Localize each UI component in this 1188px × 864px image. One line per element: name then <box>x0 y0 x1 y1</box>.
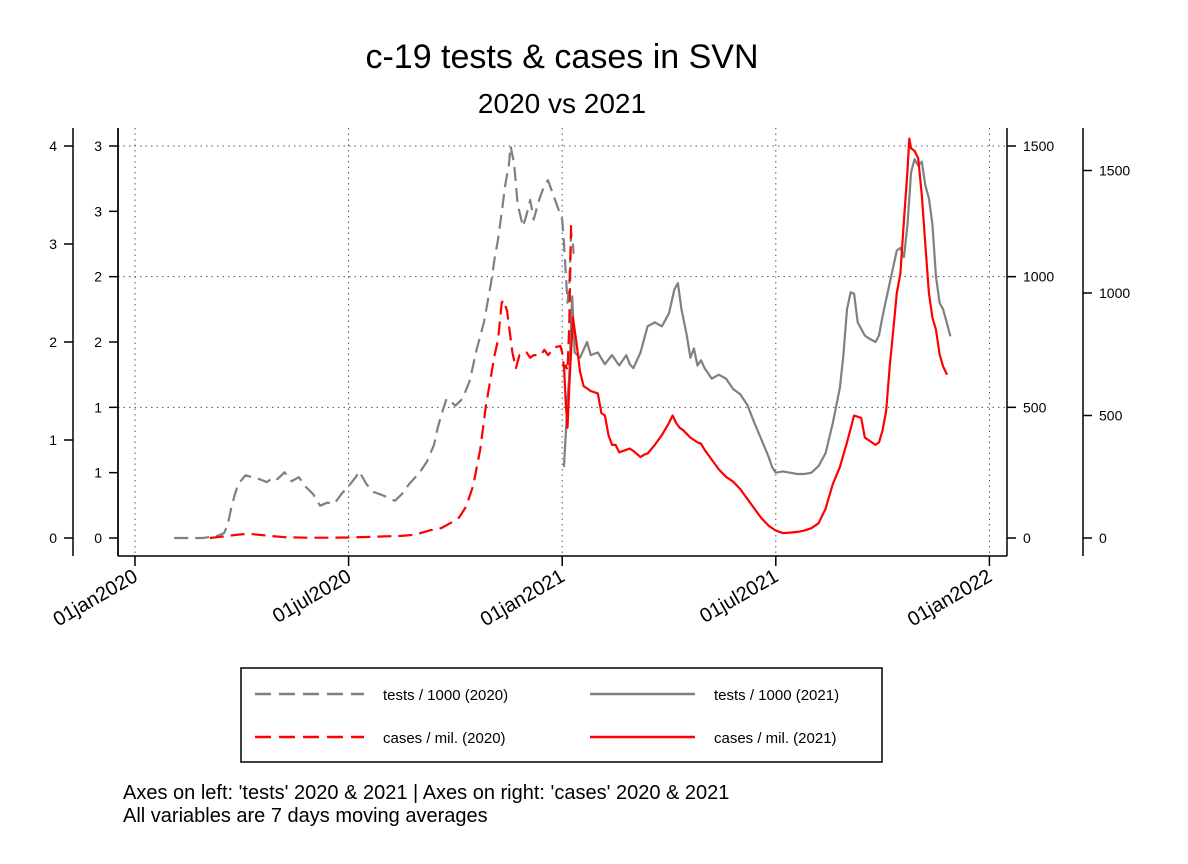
chart-title: c-19 tests & cases in SVN <box>365 38 758 76</box>
right-outer-tick-label-3: 1500 <box>1099 163 1130 179</box>
left-outer-tick-label-1: 1 <box>49 432 57 448</box>
left-outer-tick-label-0: 0 <box>49 530 57 546</box>
left-inner-tick-label-3: 2 <box>94 334 102 350</box>
note-moving-average: All variables are 7 days moving averages <box>123 805 488 827</box>
left-inner-tick-label-2: 1 <box>94 399 102 415</box>
left-outer-tick-label-4: 4 <box>49 138 57 154</box>
x-tick-label-2: 01jan2021 <box>477 565 569 631</box>
note-axes: Axes on left: 'tests' 2020 & 2021 | Axes… <box>123 782 729 804</box>
left-inner-tick-label-6: 3 <box>94 138 102 154</box>
series-line-cases-mil-2020 <box>209 223 574 540</box>
right-inner-tick-label-1: 500 <box>1023 399 1047 415</box>
right-outer-tick-label-2: 1000 <box>1099 285 1130 301</box>
left-inner-tick-label-0: 0 <box>94 530 102 546</box>
left-inner-tick-label-5: 3 <box>94 203 102 219</box>
legend-label-tests-2021: tests / 1000 (2021) <box>714 687 839 704</box>
left-outer-tick-label-3: 3 <box>49 236 57 252</box>
left-inner-tick-label-1: 1 <box>94 465 102 481</box>
right-inner-tick-label-3: 1500 <box>1023 138 1054 154</box>
legend-label-tests-2020: tests / 1000 (2020) <box>383 687 508 704</box>
legend: tests / 1000 (2020) tests / 1000 (2021) … <box>240 667 883 763</box>
x-tick-label-1: 01jul2020 <box>269 565 355 627</box>
x-tick-label-3: 01jul2021 <box>696 565 782 627</box>
x-tick-label-0: 01jan2020 <box>50 565 142 631</box>
right-inner-tick-label-2: 1000 <box>1023 269 1054 285</box>
left-inner-tick-label-4: 2 <box>94 269 102 285</box>
series-line-cases-mil-2021 <box>562 137 948 535</box>
right-inner-tick-label-0: 0 <box>1023 530 1031 546</box>
legend-label-cases-2021: cases / mil. (2021) <box>714 730 837 747</box>
legend-box <box>240 667 883 763</box>
series-line-tests-1000-2020 <box>174 144 575 540</box>
series-layer <box>174 137 952 540</box>
legend-label-cases-2020: cases / mil. (2020) <box>383 730 506 747</box>
right-outer-tick-label-1: 500 <box>1099 408 1123 424</box>
series-line-tests-1000-2021 <box>562 158 952 476</box>
left-outer-tick-label-2: 2 <box>49 334 57 350</box>
x-tick-label-4: 01jan2022 <box>904 565 996 631</box>
chart-subtitle: 2020 vs 2021 <box>478 88 646 119</box>
x-axis: 01jan2020 01jul2020 01jan2021 01jul2021 01ja… <box>50 556 996 631</box>
right-outer-tick-label-0: 0 <box>1099 530 1107 546</box>
axes: 0 1 2 3 4 0 1 1 2 2 3 3 0 500 1000 1500 0 500 1000 1500 <box>49 128 1130 557</box>
